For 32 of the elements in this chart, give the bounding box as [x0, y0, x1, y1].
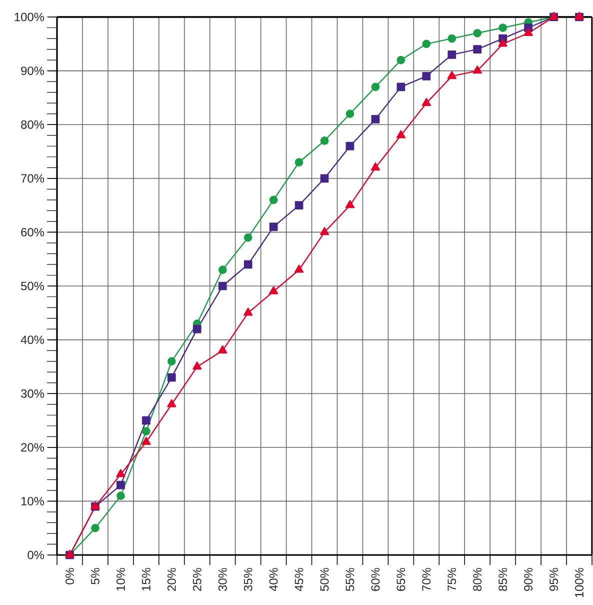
x-tick-label: 5%	[91, 568, 100, 584]
y-tick-label: 100%	[14, 12, 44, 22]
y-tick-label: 90%	[21, 66, 44, 76]
x-tick-label: 90%	[524, 568, 533, 591]
x-tick-label: 40%	[269, 568, 278, 592]
x-tick-label: 55%	[346, 568, 354, 591]
y-tick-label: 40%	[20, 336, 44, 344]
y-tick-label: 30%	[21, 389, 44, 398]
x-tick-label: 85%	[498, 568, 508, 591]
x-tick-label: 15%	[142, 568, 150, 591]
x-tick-label: 10%	[116, 568, 126, 591]
x-tick-label: 25%	[193, 568, 202, 591]
x-tick-label: 80%	[473, 568, 482, 591]
x-tick-label: 70%	[422, 568, 431, 591]
y-tick-label: 20%	[21, 443, 44, 452]
x-tick-label: 45%	[294, 568, 304, 592]
x-tick-label: 65%	[396, 568, 406, 591]
y-tick-label: 50%	[21, 282, 44, 290]
y-tick-label: 70%	[21, 174, 44, 183]
x-tick-label: 35%	[244, 568, 252, 591]
x-tick-label: 0%	[66, 568, 74, 584]
y-tick-label: 0%	[28, 550, 44, 560]
x-tick-label: 95%	[550, 568, 558, 591]
y-tick-label: 10%	[22, 496, 44, 506]
x-tick-label: 100%	[575, 568, 584, 598]
x-tick-label: 75%	[448, 568, 456, 591]
y-tick-label: 60%	[21, 228, 44, 236]
x-tick-label: 50%	[320, 568, 329, 591]
x-tick-label: 20%	[168, 568, 176, 591]
x-tick-label: 60%	[371, 568, 380, 591]
y-tick-label: 80%	[21, 120, 44, 129]
x-tick-label: 30%	[218, 568, 227, 591]
